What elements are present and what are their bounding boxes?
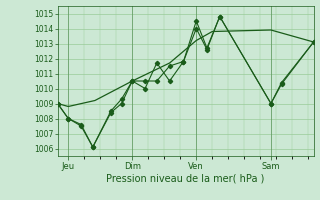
X-axis label: Pression niveau de la mer( hPa ): Pression niveau de la mer( hPa ): [107, 173, 265, 183]
